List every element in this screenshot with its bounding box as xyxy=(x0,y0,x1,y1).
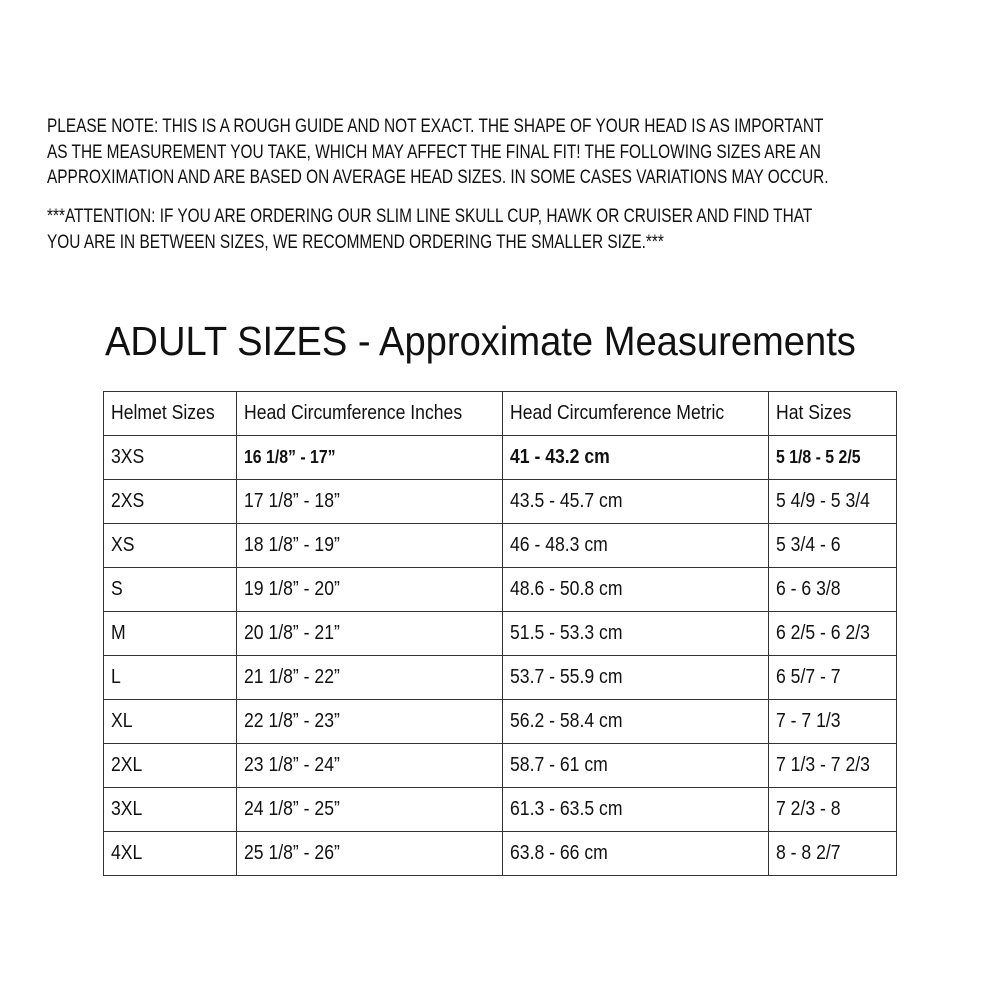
table-row: L 21 1/8” - 22” 53.7 - 55.9 cm 6 5/7 - 7 xyxy=(103,655,897,700)
inches-cell: 18 1/8” - 19” xyxy=(236,523,503,568)
hat-size-cell: 6 5/7 - 7 xyxy=(768,655,897,700)
hat-size-cell: 5 3/4 - 6 xyxy=(768,523,897,568)
inches-cell: 24 1/8” - 25” xyxy=(236,787,503,832)
hat-size-cell: 5 4/9 - 5 3/4 xyxy=(768,479,897,524)
header-inches: Head Circumference Inches xyxy=(236,391,503,436)
table-row: 4XL 25 1/8” - 26” 63.8 - 66 cm 8 - 8 2/7 xyxy=(103,831,897,876)
inches-cell: 21 1/8” - 22” xyxy=(236,655,503,700)
header-helmet-sizes: Helmet Sizes xyxy=(103,391,237,436)
helmet-size-cell: 3XS xyxy=(103,435,237,480)
table-row: S 19 1/8” - 20” 48.6 - 50.8 cm 6 - 6 3/8 xyxy=(103,567,897,612)
header-metric: Head Circumference Metric xyxy=(502,391,769,436)
hat-size-cell: 5 1/8 - 5 2/5 xyxy=(768,435,897,480)
metric-cell: 63.8 - 66 cm xyxy=(502,831,769,876)
table-row: 3XS 16 1/8” - 17” 41 - 43.2 cm 5 1/8 - 5 2/… xyxy=(103,435,897,480)
table-row: 2XL 23 1/8” - 24” 58.7 - 61 cm 7 1/3 - 7 2/… xyxy=(103,743,897,788)
inches-cell: 23 1/8” - 24” xyxy=(236,743,503,788)
hat-size-cell: 7 - 7 1/3 xyxy=(768,699,897,744)
helmet-size-cell: S xyxy=(103,567,237,612)
table-row: 2XS 17 1/8” - 18” 43.5 - 45.7 cm 5 4/9 - 5 … xyxy=(103,479,897,524)
notice-line: PLEASE NOTE: THIS IS A ROUGH GUIDE AND N… xyxy=(47,115,824,137)
inches-cell: 17 1/8” - 18” xyxy=(236,479,503,524)
metric-cell: 56.2 - 58.4 cm xyxy=(502,699,769,744)
helmet-size-cell: M xyxy=(103,611,237,656)
notice-line: APPROXIMATION AND ARE BASED ON AVERAGE H… xyxy=(47,166,829,188)
notice-line: AS THE MEASUREMENT YOU TAKE, WHICH MAY A… xyxy=(47,141,821,163)
table-row: M 20 1/8” - 21” 51.5 - 53.3 cm 6 2/5 - 6 2/… xyxy=(103,611,897,656)
table-header-row: Helmet Sizes Head Circumference Inches H… xyxy=(103,391,897,436)
metric-cell: 41 - 43.2 cm xyxy=(502,435,769,480)
metric-cell: 46 - 48.3 cm xyxy=(502,523,769,568)
attention-line: YOU ARE IN BETWEEN SIZES, WE RECOMMEND O… xyxy=(47,231,664,253)
table-row: 3XL 24 1/8” - 25” 61.3 - 63.5 cm 7 2/3 - 8 xyxy=(103,787,897,832)
hat-size-cell: 6 2/5 - 6 2/3 xyxy=(768,611,897,656)
inches-cell: 19 1/8” - 20” xyxy=(236,567,503,612)
helmet-size-cell: 2XL xyxy=(103,743,237,788)
inches-cell: 25 1/8” - 26” xyxy=(236,831,503,876)
metric-cell: 53.7 - 55.9 cm xyxy=(502,655,769,700)
header-hat-sizes: Hat Sizes xyxy=(768,391,897,436)
helmet-size-cell: 4XL xyxy=(103,831,237,876)
inches-cell: 16 1/8” - 17” xyxy=(236,435,503,480)
helmet-size-cell: L xyxy=(103,655,237,700)
table-row: XL 22 1/8” - 23” 56.2 - 58.4 cm 7 - 7 1/3 xyxy=(103,699,897,744)
attention-line: ***ATTENTION: IF YOU ARE ORDERING OUR SL… xyxy=(47,205,813,227)
metric-cell: 58.7 - 61 cm xyxy=(502,743,769,788)
helmet-size-cell: XL xyxy=(103,699,237,744)
metric-cell: 43.5 - 45.7 cm xyxy=(502,479,769,524)
hat-size-cell: 8 - 8 2/7 xyxy=(768,831,897,876)
page-title: ADULT SIZES - Approximate Measurements xyxy=(105,318,856,364)
inches-cell: 22 1/8” - 23” xyxy=(236,699,503,744)
metric-cell: 61.3 - 63.5 cm xyxy=(502,787,769,832)
helmet-size-cell: XS xyxy=(103,523,237,568)
hat-size-cell: 7 1/3 - 7 2/3 xyxy=(768,743,897,788)
helmet-size-cell: 3XL xyxy=(103,787,237,832)
size-table: Helmet Sizes Head Circumference Inches H… xyxy=(103,391,897,876)
hat-size-cell: 6 - 6 3/8 xyxy=(768,567,897,612)
helmet-size-cell: 2XS xyxy=(103,479,237,524)
metric-cell: 48.6 - 50.8 cm xyxy=(502,567,769,612)
table-row: XS 18 1/8” - 19” 46 - 48.3 cm 5 3/4 - 6 xyxy=(103,523,897,568)
metric-cell: 51.5 - 53.3 cm xyxy=(502,611,769,656)
inches-cell: 20 1/8” - 21” xyxy=(236,611,503,656)
hat-size-cell: 7 2/3 - 8 xyxy=(768,787,897,832)
